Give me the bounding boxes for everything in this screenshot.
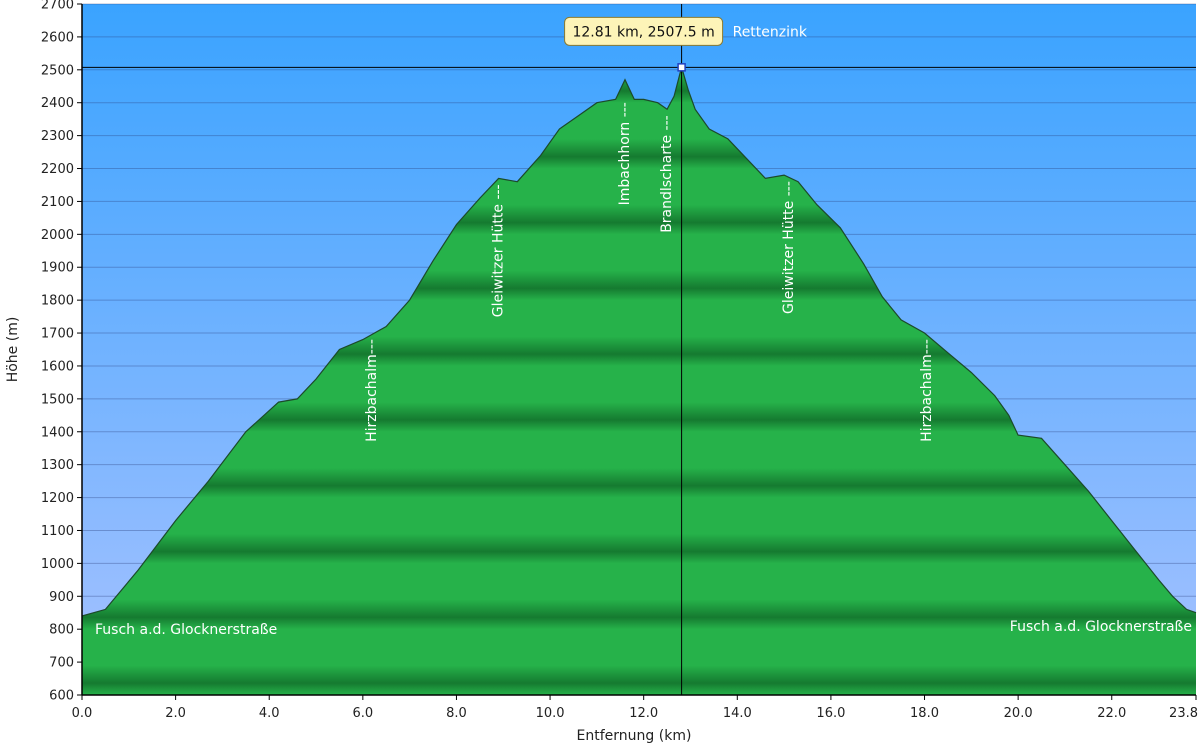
peak-name-label: Rettenzink — [733, 24, 808, 40]
y-tick-label: 2300 — [41, 129, 74, 144]
place-label: Gleiwitzer Hütte --- — [491, 184, 507, 317]
terrain-outline — [81, 65, 1197, 617]
y-tick-label: 1300 — [41, 458, 74, 473]
x-tick-label: 0.0 — [72, 706, 93, 721]
y-tick-label: 1600 — [41, 359, 74, 374]
x-tick-label: 10.0 — [536, 706, 565, 721]
place-label: Hirzbachalm--- — [364, 339, 380, 442]
y-tick-label: 2000 — [41, 228, 74, 243]
place-label: Fusch a.d. Glocknerstraße — [95, 622, 277, 638]
y-tick-label: 1500 — [41, 392, 74, 407]
x-tick-label: 20.0 — [1004, 706, 1033, 721]
y-tick-label: 800 — [49, 623, 74, 638]
place-label: Gleiwitzer Hütte --- — [781, 181, 797, 314]
y-tick-label: 2400 — [41, 96, 74, 111]
y-tick-label: 2700 — [41, 0, 74, 13]
y-tick-label: 2200 — [41, 162, 74, 177]
y-tick-label: 1700 — [41, 327, 74, 342]
y-tick-label: 1000 — [41, 557, 74, 572]
y-tick-label: 1900 — [41, 261, 74, 276]
terrain-area — [82, 67, 1196, 696]
y-tick-label: 2100 — [41, 195, 74, 210]
x-tick-label: 4.0 — [259, 706, 280, 721]
y-tick-label: 1200 — [41, 491, 74, 506]
place-label: Fusch a.d. Glocknerstraße — [1010, 619, 1192, 635]
x-axis-title: Entfernung (km) — [577, 728, 692, 744]
x-tick-label: 14.0 — [723, 706, 752, 721]
crosshair-marker[interactable] — [677, 63, 686, 72]
tooltip-text: 12.81 km, 2507.5 m — [572, 24, 714, 40]
y-tick-label: 1100 — [41, 524, 74, 539]
place-label: Hirzbachalm--- — [919, 339, 935, 442]
x-tick-label: 22.0 — [1097, 706, 1126, 721]
y-tick-label: 700 — [49, 656, 74, 671]
x-tick-label: 18.0 — [910, 706, 939, 721]
x-tick-label: 16.0 — [816, 706, 845, 721]
x-tick-label: 23.8 — [1169, 706, 1198, 721]
place-label: Imbachhorn --- — [617, 102, 633, 205]
y-tick-label: 900 — [49, 590, 74, 605]
x-tick-label: 2.0 — [165, 706, 186, 721]
y-tick-label: 600 — [49, 689, 74, 704]
y-tick-label: 1400 — [41, 425, 74, 440]
y-tick-label: 2500 — [41, 63, 74, 78]
y-tick-label: 1800 — [41, 294, 74, 309]
y-tick-label: 2600 — [41, 30, 74, 45]
tooltip-box — [564, 16, 724, 46]
y-axis-title: Höhe (m) — [5, 317, 21, 383]
place-label: Brandlscharte --- — [659, 115, 675, 232]
x-tick-label: 8.0 — [446, 706, 467, 721]
x-tick-label: 12.0 — [629, 706, 658, 721]
x-tick-label: 6.0 — [352, 706, 373, 721]
